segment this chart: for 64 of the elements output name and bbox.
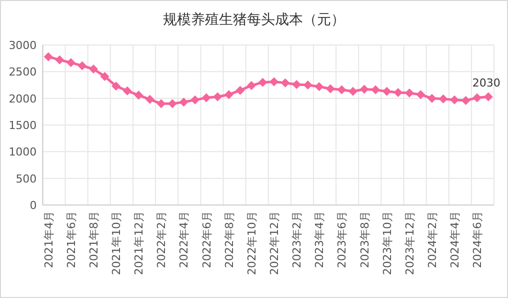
x-tick-label: 2023年10月 (380, 211, 394, 275)
point (55, 55, 64, 64)
point (280, 78, 290, 88)
y-tick-label: 3000 (8, 39, 37, 52)
point (269, 77, 278, 86)
point (303, 80, 312, 90)
point (438, 94, 448, 104)
point (78, 61, 87, 70)
chart-title: 规模养殖生猪每头成本（元） (163, 12, 345, 28)
point (134, 90, 144, 100)
x-tick-label: 2023年4月 (313, 211, 326, 268)
x-tick-label: 2021年12月 (132, 211, 146, 275)
point (382, 86, 392, 96)
point (202, 93, 211, 102)
x-tick-label: 2023年6月 (336, 211, 349, 268)
point (88, 64, 98, 74)
data-label: 2030 (472, 76, 500, 90)
x-tick-label: 2022年8月 (222, 211, 236, 268)
x-tick-label: 2023年2月 (290, 211, 304, 268)
x-tick-label: 2024年2月 (426, 211, 439, 268)
point (360, 84, 369, 94)
point (337, 85, 346, 94)
x-tick-label: 2021年8月 (87, 211, 100, 268)
point (66, 58, 76, 68)
point (427, 94, 436, 103)
point (224, 90, 234, 100)
x-tick-label: 2024年6月 (471, 211, 484, 268)
point (179, 98, 188, 107)
point (371, 85, 380, 94)
point (122, 86, 132, 96)
point (472, 93, 482, 102)
point (112, 82, 121, 91)
y-tick-label: 500 (16, 172, 37, 186)
x-tick-label: 2021年10月 (110, 211, 124, 275)
point (156, 99, 166, 108)
point (44, 52, 53, 62)
x-tick-label: 2023年8月 (358, 211, 372, 268)
x-tick-label: 2021年4月 (42, 211, 56, 268)
x-tick-label: 2022年12月 (268, 211, 281, 275)
point (100, 72, 110, 81)
point (484, 92, 493, 102)
x-tick-label: 2022年10月 (245, 211, 258, 275)
x-tick-label: 2022年6月 (200, 211, 214, 268)
point (236, 86, 245, 95)
y-tick-label: 2000 (8, 92, 37, 106)
x-tick-label: 2021年6月 (64, 211, 78, 268)
point (326, 84, 335, 94)
point (213, 92, 222, 102)
point (348, 86, 358, 96)
y-tick-label: 1500 (8, 119, 37, 132)
point (314, 82, 324, 92)
point (258, 78, 268, 87)
point (246, 81, 256, 90)
x-tick-label: 2022年4月 (178, 211, 191, 268)
y-tick-label: 2500 (8, 66, 37, 79)
x-tick-label: 2023年12月 (403, 211, 416, 275)
point (145, 94, 154, 104)
point (416, 90, 426, 100)
y-tick-label: 0 (30, 199, 37, 212)
point (190, 95, 200, 104)
x-tick-label: 2024年4月 (448, 211, 462, 268)
x-tick-label: 2022年2月 (155, 211, 168, 268)
point (461, 96, 470, 105)
y-tick-label: 1000 (8, 146, 37, 159)
